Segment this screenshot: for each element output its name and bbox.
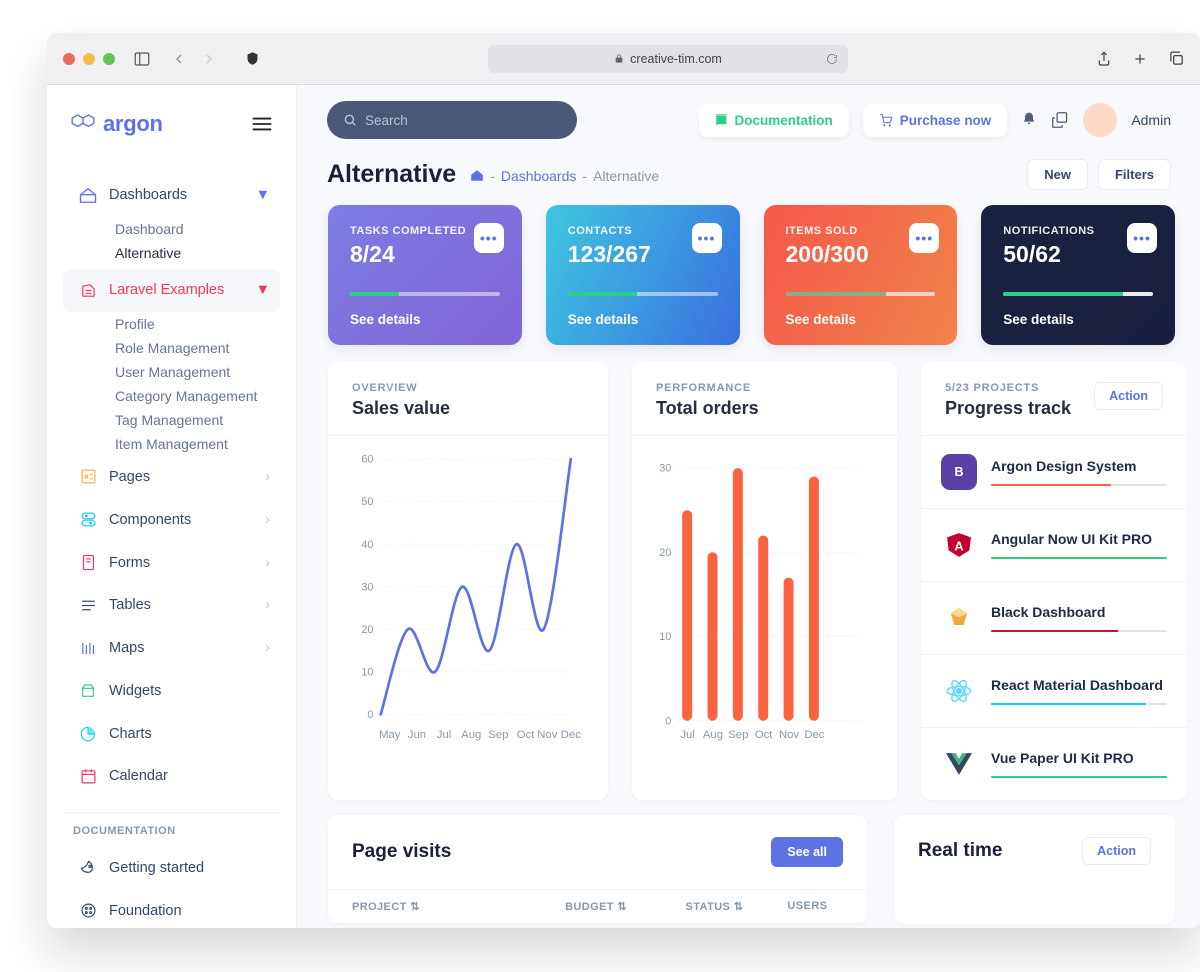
- svg-text:Sep: Sep: [728, 729, 748, 741]
- svg-text:Nov: Nov: [779, 729, 799, 741]
- svg-text:A: A: [954, 538, 964, 553]
- svg-text:30: 30: [659, 463, 671, 475]
- svg-text:Dec: Dec: [561, 729, 581, 741]
- svg-text:Jul: Jul: [680, 729, 694, 741]
- svg-text:20: 20: [659, 547, 671, 559]
- svg-text:Dec: Dec: [804, 729, 824, 741]
- svg-text:10: 10: [659, 631, 671, 643]
- svg-text:30: 30: [361, 581, 373, 593]
- svg-text:Nov: Nov: [537, 729, 557, 741]
- svg-text:Oct: Oct: [517, 729, 535, 741]
- svg-text:Oct: Oct: [755, 729, 773, 741]
- svg-text:0: 0: [665, 715, 671, 727]
- svg-text:20: 20: [361, 624, 373, 636]
- svg-text:Aug: Aug: [461, 729, 481, 741]
- svg-text:Jun: Jun: [408, 729, 426, 741]
- svg-text:Sep: Sep: [488, 729, 508, 741]
- svg-text:Aug: Aug: [703, 729, 723, 741]
- svg-text:Jul: Jul: [437, 729, 451, 741]
- svg-text:60: 60: [361, 454, 373, 466]
- svg-text:B: B: [954, 465, 963, 479]
- svg-text:0: 0: [367, 709, 373, 721]
- svg-text:40: 40: [361, 539, 373, 551]
- svg-text:May: May: [379, 729, 401, 741]
- svg-text:50: 50: [361, 496, 373, 508]
- svg-text:10: 10: [361, 666, 373, 678]
